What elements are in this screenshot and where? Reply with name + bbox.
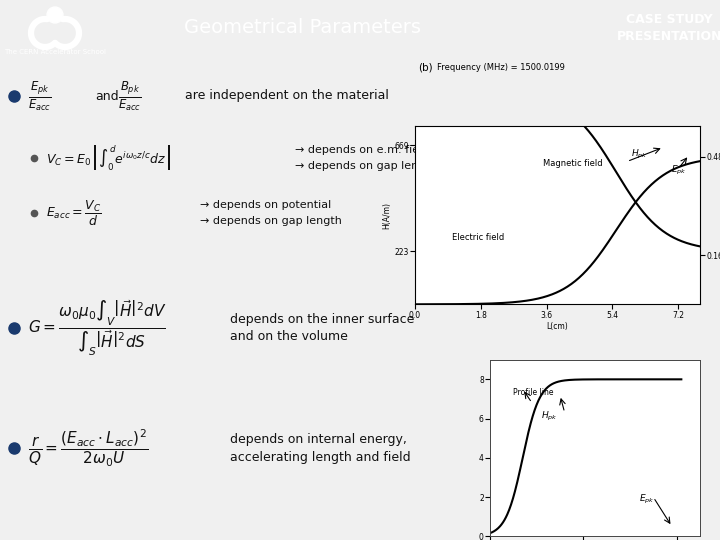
Text: $G = \dfrac{\omega_0\mu_0\int_V\left|\vec{H}\right|^2 dV}{\int_S\left|\vec{H}\ri: $G = \dfrac{\omega_0\mu_0\int_V\left|\ve… [28,298,166,358]
Text: → depends on gap length: → depends on gap length [295,161,437,171]
Text: depends on the inner surface: depends on the inner surface [230,313,415,326]
Text: Profile line: Profile line [513,388,554,397]
Text: → depends on e.m. field: → depends on e.m. field [295,145,429,155]
Text: Electric field: Electric field [451,233,504,242]
Text: $H_{pk}$: $H_{pk}$ [541,410,558,423]
Text: (b): (b) [418,62,433,72]
Text: CASE STUDY
PRESENTATION: CASE STUDY PRESENTATION [617,13,720,43]
Text: $\frac{E_{pk}}{E_{acc}}$: $\frac{E_{pk}}{E_{acc}}$ [28,79,52,113]
Text: Magnetic field: Magnetic field [543,159,603,168]
Text: $\dfrac{r}{Q} = \dfrac{\left(E_{acc}\cdot L_{acc}\right)^2}{2\omega_0 U}$: $\dfrac{r}{Q} = \dfrac{\left(E_{acc}\cdo… [28,428,148,469]
Text: are independent on the material: are independent on the material [185,90,389,103]
Text: and on the volume: and on the volume [230,330,348,343]
Text: → depends on potential: → depends on potential [200,200,331,210]
Text: Geometrical Parameters: Geometrical Parameters [184,18,421,37]
Text: accelerating length and field: accelerating length and field [230,450,410,463]
Text: $E_{pk}$: $E_{pk}$ [671,164,686,177]
Text: and: and [95,90,119,103]
Circle shape [47,7,63,23]
Text: $H_{pk}$: $H_{pk}$ [631,148,647,161]
Text: depends on internal energy,: depends on internal energy, [230,433,407,446]
Text: $E_{pk}$: $E_{pk}$ [639,492,655,505]
X-axis label: L(cm): L(cm) [546,322,568,332]
Text: → depends on gap length: → depends on gap length [200,216,342,226]
Text: The CERN Accelerator School: The CERN Accelerator School [4,49,106,55]
Text: Frequency (MHz) = 1500.0199: Frequency (MHz) = 1500.0199 [437,63,565,72]
Text: $\frac{B_{pk}}{E_{acc}}$: $\frac{B_{pk}}{E_{acc}}$ [118,79,142,113]
Y-axis label: H(A/m): H(A/m) [382,201,392,228]
Text: $V_C = E_0\left|\int_0^d e^{i\omega_0 z/c}dz\right|$: $V_C = E_0\left|\int_0^d e^{i\omega_0 z/… [46,144,171,172]
Text: $E_{acc} = \dfrac{V_C}{d}$: $E_{acc} = \dfrac{V_C}{d}$ [46,199,102,227]
